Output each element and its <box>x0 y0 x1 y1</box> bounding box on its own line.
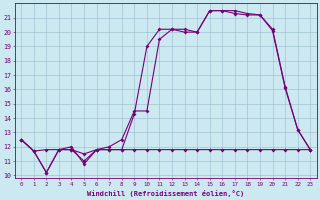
X-axis label: Windchill (Refroidissement éolien,°C): Windchill (Refroidissement éolien,°C) <box>87 190 244 197</box>
